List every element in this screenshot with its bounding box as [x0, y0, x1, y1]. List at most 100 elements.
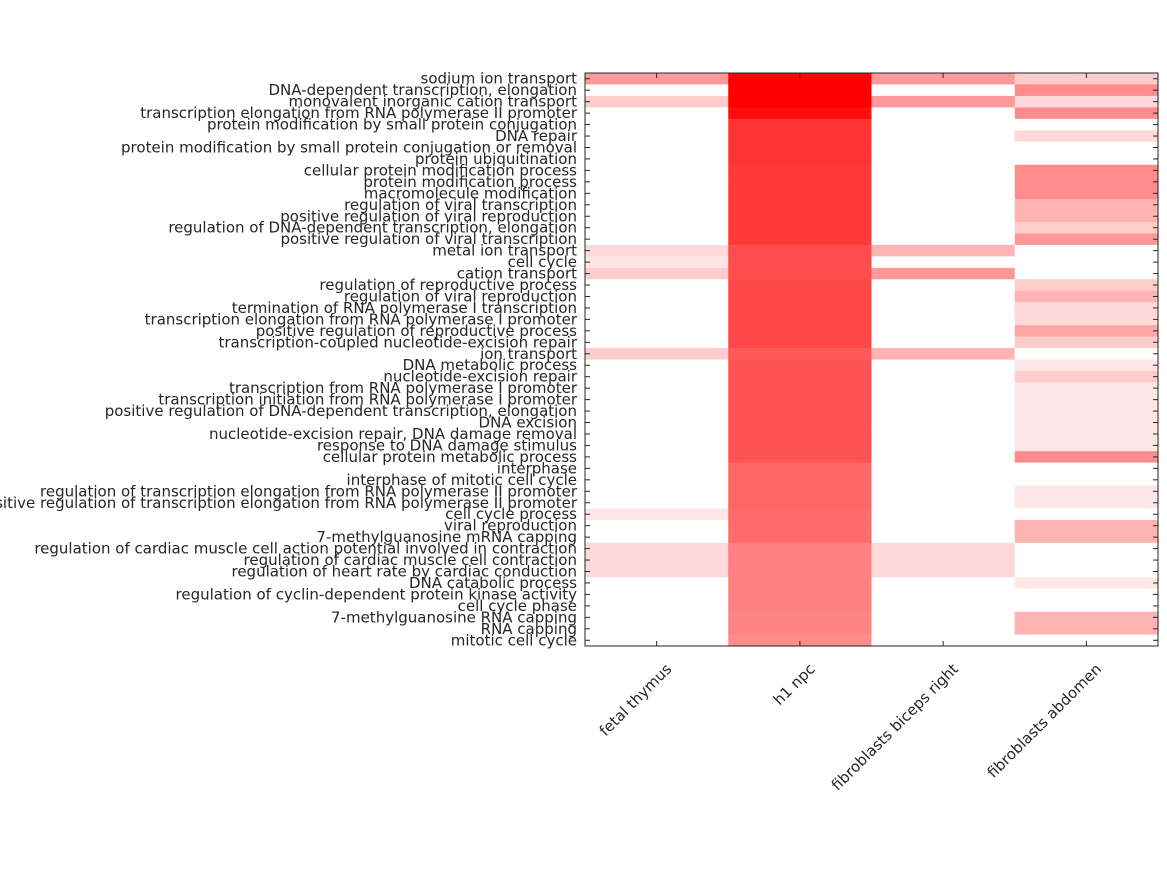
- heatmap-cell: [728, 519, 873, 532]
- heatmap-cell: [871, 462, 1016, 475]
- heatmap-cell: [871, 73, 1016, 86]
- heatmap-cell: [1014, 176, 1159, 189]
- heatmap-cell: [1014, 611, 1159, 624]
- heatmap-cell: [585, 393, 729, 406]
- heatmap-cell: [1014, 359, 1159, 372]
- heatmap-cell: [585, 519, 729, 532]
- heatmap-cell: [1014, 577, 1159, 590]
- heatmap-cell: [871, 244, 1016, 257]
- heatmap-cell: [585, 256, 729, 269]
- heatmap-cell: [728, 84, 873, 97]
- heatmap-cell: [728, 164, 873, 177]
- heatmap-cell: [585, 462, 729, 475]
- heatmap-cell: [871, 95, 1016, 108]
- heatmap-cell: [728, 634, 873, 647]
- heatmap-cell: [728, 199, 873, 212]
- heatmap-cell: [1014, 348, 1159, 361]
- row-label: 7-methylguanosine RNA capping: [331, 608, 577, 626]
- heatmap-cell: [1014, 451, 1159, 464]
- heatmap-cell: [728, 393, 873, 406]
- heatmap-cell: [1014, 405, 1159, 418]
- heatmap-cell: [585, 302, 729, 315]
- heatmap-cell: [871, 233, 1016, 246]
- heatmap-cell: [871, 290, 1016, 303]
- row-label: viral reproduction: [444, 517, 577, 535]
- column-label: h1 npc: [770, 660, 819, 709]
- heatmap-cell: [728, 542, 873, 555]
- heatmap-cell: [728, 554, 873, 567]
- heatmap-cell: [1014, 118, 1159, 131]
- row-label: nucleotide-excision repair, DNA damage r…: [209, 425, 577, 443]
- heatmap-cell: [585, 451, 729, 464]
- row-label: termination of RNA polymerase I transcri…: [232, 299, 577, 317]
- heatmap-cell: [1014, 439, 1159, 452]
- heatmap-cell: [585, 359, 729, 372]
- heatmap-cells: [585, 73, 1159, 647]
- heatmap-cell: [585, 279, 729, 292]
- heatmap-cell: [728, 233, 873, 246]
- heatmap-cell: [728, 600, 873, 613]
- heatmap-cell: [871, 130, 1016, 143]
- heatmap-cell: [871, 359, 1016, 372]
- heatmap-cell: [728, 462, 873, 475]
- heatmap-cell: [585, 416, 729, 429]
- row-label: DNA repair: [495, 127, 578, 145]
- heatmap-cell: [1014, 531, 1159, 544]
- heatmap-cell: [871, 221, 1016, 235]
- heatmap-cell: [728, 290, 873, 303]
- row-label: 7-methylguanosine mRNA capping: [316, 528, 577, 546]
- row-label: positive regulation of DNA-dependent tra…: [105, 402, 577, 420]
- heatmap-cell: [728, 588, 873, 601]
- heatmap-cell: [585, 542, 729, 555]
- row-label: metal ion transport: [432, 242, 577, 260]
- heatmap-cell: [728, 95, 873, 108]
- axis-ticks: [585, 73, 1158, 646]
- heatmap-cell: [728, 313, 873, 326]
- heatmap-cell: [1014, 634, 1159, 647]
- row-label: DNA metabolic process: [403, 356, 578, 374]
- heatmap-cell: [871, 565, 1016, 578]
- heatmap-cell: [728, 336, 873, 349]
- heatmap-cell: [1014, 313, 1159, 326]
- heatmap-cell: [728, 428, 873, 441]
- heatmap-cell: [585, 221, 729, 235]
- heatmap-cell: [871, 474, 1016, 487]
- heatmap-cell: [871, 370, 1016, 384]
- heatmap-cell: [585, 508, 729, 521]
- heatmap-cell: [728, 210, 873, 223]
- heatmap-cell: [871, 187, 1016, 200]
- heatmap-cell: [1014, 370, 1159, 384]
- row-label: protein modification by small protein co…: [121, 138, 577, 156]
- heatmap-cell: [871, 313, 1016, 326]
- column-label: fetal thymus: [596, 660, 676, 740]
- heatmap-cell: [1014, 325, 1159, 338]
- heatmap-cell: [871, 611, 1016, 624]
- heatmap-cell: [871, 439, 1016, 452]
- heatmap-cell: [728, 508, 873, 521]
- heatmap-cell: [585, 611, 729, 624]
- heatmap-cell: [871, 118, 1016, 131]
- row-label: transcription from RNA polymerase I prom…: [229, 379, 578, 397]
- row-label: cation transport: [457, 265, 577, 283]
- heatmap-cell: [585, 600, 729, 613]
- heatmap-cell: [585, 153, 729, 166]
- column-label: fibroblasts abdomen: [984, 660, 1106, 782]
- heatmap-cell: [585, 313, 729, 326]
- heatmap-cell: [1014, 210, 1159, 223]
- row-label: DNA catabolic process: [409, 574, 577, 592]
- heatmap-cell: [728, 474, 873, 487]
- heatmap-cell: [871, 542, 1016, 555]
- heatmap-cell: [585, 588, 729, 601]
- row-label: regulation of viral reproduction: [344, 287, 577, 305]
- plot-frame: [584, 72, 1159, 647]
- heatmap-cell: [585, 623, 729, 636]
- heatmap-cell: [871, 279, 1016, 292]
- row-label: cellular protein modification process: [304, 161, 577, 179]
- row-label: regulation of cardiac muscle cell action…: [34, 540, 577, 558]
- heatmap-cell: [871, 153, 1016, 166]
- heatmap-cell: [585, 141, 729, 154]
- heatmap-cell: [1014, 554, 1159, 567]
- heatmap-cell: [585, 382, 729, 395]
- heatmap-cell: [585, 428, 729, 441]
